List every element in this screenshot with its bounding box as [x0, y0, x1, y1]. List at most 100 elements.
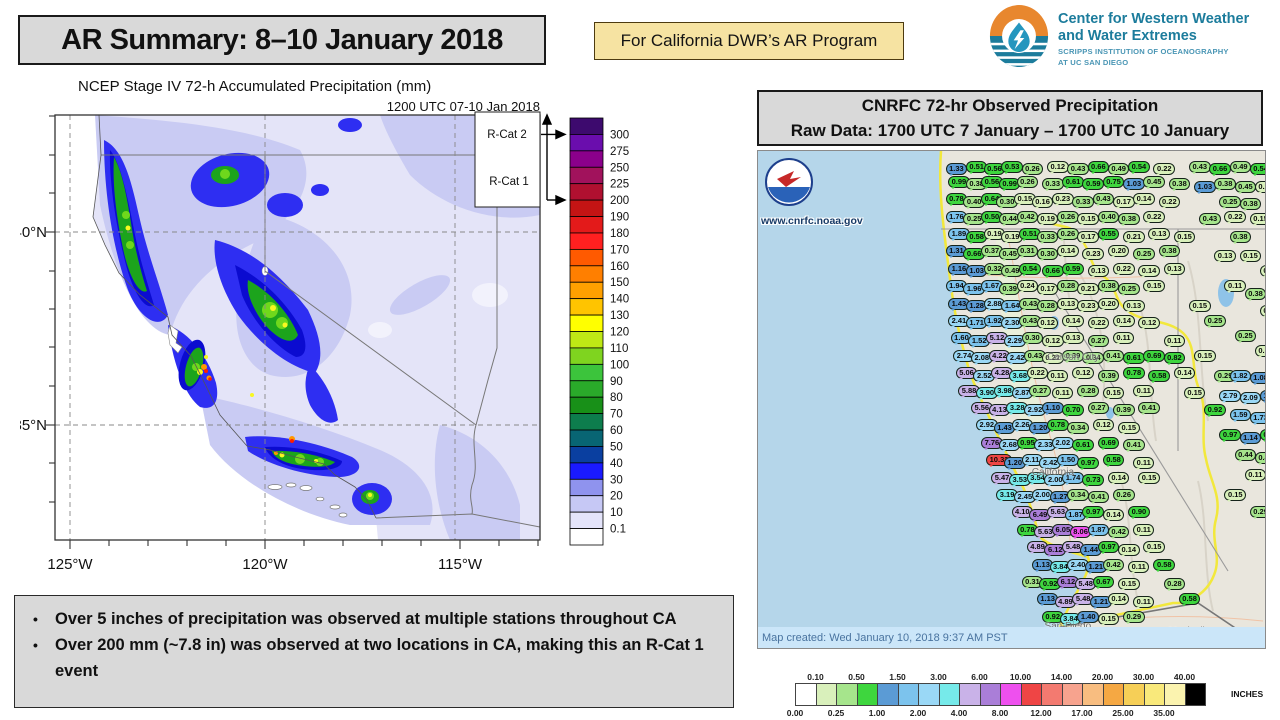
station-value-badge: 0.69 [1143, 349, 1165, 363]
station-value-badge: 0.38 [1229, 230, 1252, 244]
station-value-badge: 0.38 [1117, 213, 1140, 227]
colorbar-tick-label: 180 [610, 228, 629, 240]
station-value-badge: 0.49 [1229, 160, 1252, 174]
cw3e-logo-icon [988, 4, 1050, 73]
colorbar-segment [569, 495, 604, 513]
colorbar-segment [569, 478, 604, 497]
station-value-badge: 0.54 [1249, 163, 1265, 177]
station-value-badge: 0.40 [963, 195, 985, 209]
station-value-badge: 0.26 [1112, 488, 1135, 502]
station-value-badge: 0.15 [1239, 250, 1262, 264]
station-value-badge: 0.14 [1062, 315, 1084, 328]
station-value-badge: 0.23 [1052, 193, 1074, 207]
x-tick-120W: 120°W [242, 556, 288, 573]
summary-bullets: Over 5 inches of precipitation was obser… [14, 595, 734, 708]
station-value-badge: 0.11 [1046, 369, 1069, 383]
station-value-badge: 0.73 [1082, 474, 1105, 488]
colorbar-segment [569, 134, 604, 152]
station-value-badge: 2.79 [1219, 389, 1241, 403]
station-value-badge: 0.12 [1036, 317, 1059, 331]
station-value-badge: 0.30 [1021, 332, 1044, 346]
station-value-badge: 0.75 [1102, 175, 1125, 189]
scale-bottom-label: 35.00 [1153, 708, 1175, 718]
station-value-badge: 1.10 [1041, 401, 1064, 415]
station-value-badge: 0.13 [1123, 300, 1145, 314]
rcat1-label: R-Cat 1 [489, 176, 529, 188]
station-value-badge: 0.19 [1036, 213, 1059, 227]
scale-top-label: 14.00 [1050, 672, 1073, 682]
scale-top-label: 1.50 [889, 672, 906, 682]
station-value-badge: 0.97 [1219, 429, 1241, 443]
colorbar-segment [569, 216, 604, 234]
station-value-badge: 0.42 [1254, 451, 1265, 465]
station-value-badge: 0.56 [983, 163, 1006, 177]
station-value-badge: 0.13 [1163, 262, 1186, 276]
scale-cell [1082, 683, 1104, 706]
station-value-badge: 0.50 [981, 210, 1003, 224]
cw3e-logo-text: Center for Western Weather and Water Ext… [1058, 11, 1249, 67]
station-value-badge: 0.97 [1077, 456, 1100, 470]
colorbar-tick-label: 20 [610, 491, 623, 503]
colorbar-tick-label: 160 [610, 261, 629, 273]
left-map-datetime: 1200 UTC 07-10 Jan 2018 [386, 99, 540, 114]
basin-boundary [1037, 214, 1219, 605]
scale-bottom-label: 2.00 [909, 708, 927, 718]
station-value-badge: 6.12 [1057, 575, 1079, 589]
scale-bottom-label: 17.00 [1071, 708, 1093, 718]
colorbar-segment [569, 347, 604, 365]
colorbar-segment [569, 380, 604, 398]
station-value-badge: 0.25 [1133, 247, 1155, 261]
left-map-title: NCEP Stage IV 72-h Accumulated Precipita… [78, 78, 432, 95]
org-sub-line2: AT UC SAN DIEGO [1058, 57, 1129, 67]
station-value-badge: 0.39 [1112, 404, 1135, 418]
colorbar-tick-label: 40 [610, 458, 623, 470]
colorbar-segment [569, 429, 604, 447]
station-value-badge: 0.11 [1128, 561, 1150, 575]
colorbar-segment [569, 117, 604, 135]
station-value-badge: 3.90 [976, 387, 998, 401]
station-value-badge: 0.14 [1107, 471, 1130, 485]
scale-cell [1041, 683, 1063, 706]
station-value-badge: 5.88 [958, 384, 980, 398]
station-value-badge: 0.15 [1224, 488, 1247, 502]
station-value-badge: 1.50 [1057, 454, 1079, 468]
cnrfc-observed-precip-map: 1.33 0.51 0.56 0.53 0.26 0.12 0.43 0.66 0.49 0.54… [757, 150, 1266, 649]
colorbar-segment [569, 413, 604, 431]
station-value-badge: 0.41 [1138, 401, 1160, 415]
scale-top-label: 40.00 [1173, 672, 1196, 682]
station-value-badge: 0.15 [1138, 471, 1160, 485]
colorbar-tick-label: 250 [610, 162, 629, 174]
station-value-badge: 0.20 [1097, 297, 1120, 311]
station-value-badge: 1.92 [983, 315, 1006, 328]
x-tick-115W: 115°W [438, 556, 483, 573]
station-value-badge: 0.25 [1117, 282, 1140, 296]
station-value-badge: 0.20 [1107, 245, 1130, 259]
station-value-badge: 0.43 [1188, 160, 1211, 174]
station-value-badge: 1.14 [1239, 431, 1262, 445]
station-value-badge: 0.12 [1046, 160, 1069, 174]
station-value-badge: 1.33 [945, 163, 968, 177]
station-value-badge: 0.12 [1041, 334, 1064, 348]
station-value-badge: 0.15 [1188, 300, 1211, 314]
station-value-badge: 1.87 [1087, 523, 1110, 537]
y-tick-40N: 40°N [20, 224, 47, 241]
program-note: For California DWR’s AR Program [594, 22, 904, 60]
map-created-caption: Map created: Wed January 10, 2018 9:37 A… [758, 627, 1265, 648]
colorbar-tick-label: 10 [610, 507, 623, 519]
colorbar-tick-label: 100 [610, 359, 629, 371]
station-value-badge: 0.15 [1249, 213, 1265, 227]
colorbar-tick-label: 30 [610, 474, 623, 486]
station-value-badge: 2.02 [1052, 436, 1074, 450]
station-value-badge: 0.15 [1077, 213, 1100, 227]
colorbar-tick-label: 0.1 [610, 524, 626, 536]
station-value-badge: 0.14 [1138, 265, 1160, 279]
colorbar-tick-label: 130 [610, 310, 629, 322]
station-value-badge: 0.22 [1224, 210, 1247, 224]
station-value-badge: 0.58 [1102, 454, 1125, 468]
station-value-badge: 0.22 [1112, 262, 1135, 276]
station-value-badge: 0.99 [998, 178, 1021, 192]
station-value-badge: 0.29 [1123, 610, 1145, 624]
station-value-badge: 0.26 [1021, 163, 1044, 177]
pacific-ocean [758, 151, 1089, 648]
